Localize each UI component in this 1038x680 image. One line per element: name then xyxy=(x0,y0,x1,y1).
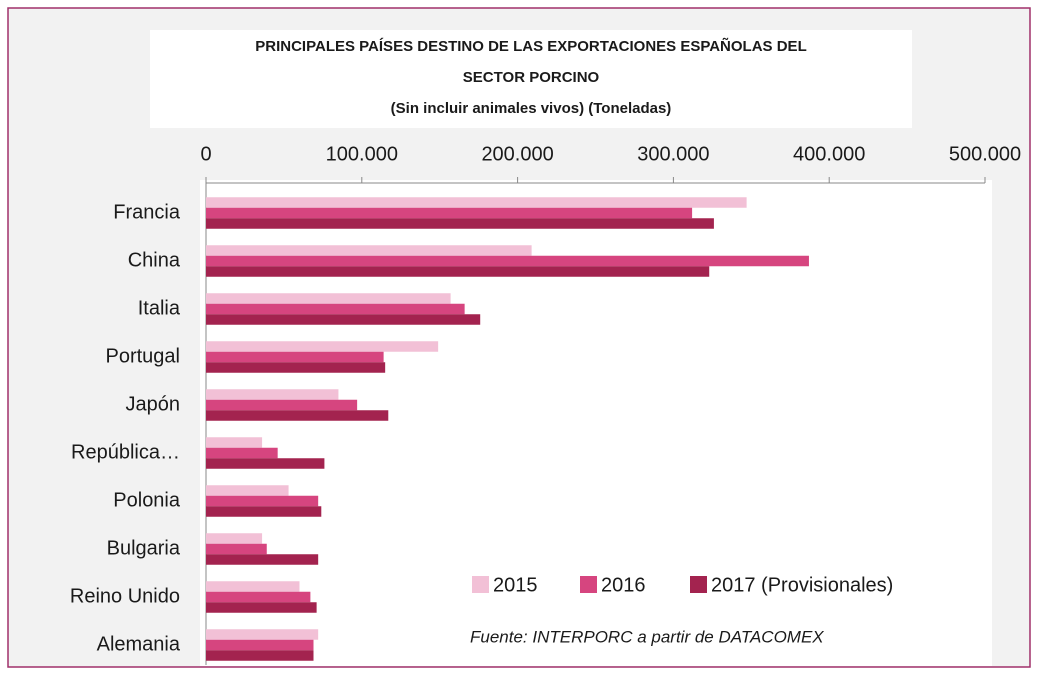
y-tick-label: Italia xyxy=(138,297,181,319)
bar xyxy=(206,410,389,421)
bar xyxy=(206,639,314,651)
legend-label: 2016 xyxy=(601,574,646,596)
x-tick-label: 300.000 xyxy=(637,143,709,165)
bar xyxy=(206,447,278,459)
y-tick-label: Polonia xyxy=(113,489,181,511)
bar xyxy=(206,543,267,555)
bar xyxy=(206,591,311,603)
bar xyxy=(206,207,693,219)
bar xyxy=(206,506,322,517)
source-note: Fuente: INTERPORC a partir de DATACOMEX xyxy=(470,627,824,646)
y-tick-label: República… xyxy=(71,441,180,463)
chart-title: PRINCIPALES PAÍSES DESTINO DE LAS EXPORT… xyxy=(255,37,806,55)
bar xyxy=(206,399,358,411)
bar xyxy=(206,245,532,256)
legend-swatch xyxy=(690,576,707,593)
y-tick-label: Francia xyxy=(113,201,181,223)
x-tick-label: 100.000 xyxy=(326,143,398,165)
bar xyxy=(206,255,809,267)
bar xyxy=(206,650,314,661)
bar xyxy=(206,602,317,613)
bar xyxy=(206,554,319,565)
bar xyxy=(206,303,465,315)
bar xyxy=(206,629,319,640)
y-tick-label: Bulgaria xyxy=(107,537,181,559)
chart-subtitle: (Sin incluir animales vivos) (Toneladas) xyxy=(391,100,672,117)
x-tick-label: 400.000 xyxy=(793,143,865,165)
bar xyxy=(206,389,339,400)
y-tick-label: Reino Unido xyxy=(70,585,180,607)
chart-title: SECTOR PORCINO xyxy=(463,69,600,86)
legend-label: 2017 (Provisionales) xyxy=(711,574,893,596)
bar xyxy=(206,197,747,208)
bar xyxy=(206,351,384,363)
bar xyxy=(206,314,481,325)
y-tick-label: Japón xyxy=(126,393,181,415)
title-box xyxy=(150,30,912,128)
y-tick-label: Portugal xyxy=(106,345,181,367)
legend-swatch xyxy=(580,576,597,593)
bar xyxy=(206,362,386,373)
bar xyxy=(206,437,263,448)
x-tick-label: 500.000 xyxy=(949,143,1021,165)
bar xyxy=(206,533,263,544)
bar xyxy=(206,341,439,352)
x-tick-label: 0 xyxy=(200,143,211,165)
legend-swatch xyxy=(472,576,489,593)
bar xyxy=(206,581,300,592)
bar xyxy=(206,293,451,304)
bar xyxy=(206,495,319,507)
y-tick-label: Alemania xyxy=(97,633,181,655)
bar xyxy=(206,458,325,469)
x-tick-label: 200.000 xyxy=(481,143,553,165)
legend-label: 2015 xyxy=(493,574,538,596)
y-tick-label: China xyxy=(128,249,181,271)
bar xyxy=(206,485,289,496)
bar xyxy=(206,218,714,229)
bar xyxy=(206,266,710,277)
